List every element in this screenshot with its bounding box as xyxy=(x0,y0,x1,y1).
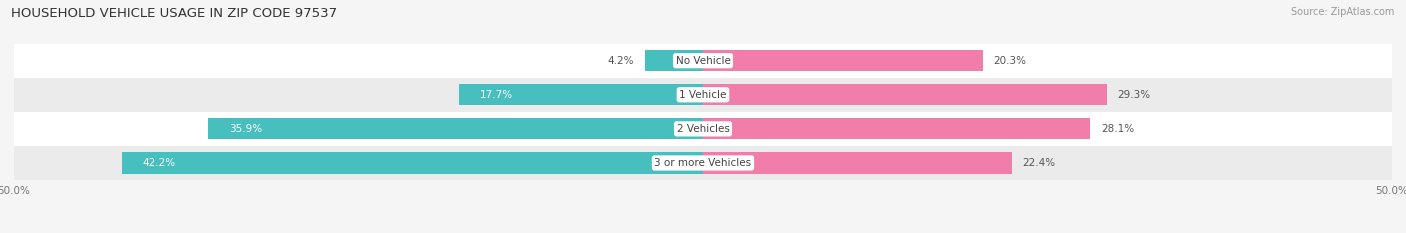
Text: 42.2%: 42.2% xyxy=(142,158,176,168)
Text: 29.3%: 29.3% xyxy=(1118,90,1152,100)
Text: 4.2%: 4.2% xyxy=(607,56,634,66)
Bar xyxy=(460,84,703,105)
Bar xyxy=(121,152,703,174)
Text: No Vehicle: No Vehicle xyxy=(675,56,731,66)
Bar xyxy=(14,112,1392,146)
Text: 35.9%: 35.9% xyxy=(229,124,262,134)
Text: 22.4%: 22.4% xyxy=(1022,158,1056,168)
Bar xyxy=(208,118,703,140)
Text: 28.1%: 28.1% xyxy=(1101,124,1135,134)
Text: HOUSEHOLD VEHICLE USAGE IN ZIP CODE 97537: HOUSEHOLD VEHICLE USAGE IN ZIP CODE 9753… xyxy=(11,7,337,20)
Bar xyxy=(703,84,1107,105)
Text: 1 Vehicle: 1 Vehicle xyxy=(679,90,727,100)
Text: Source: ZipAtlas.com: Source: ZipAtlas.com xyxy=(1291,7,1395,17)
Text: 17.7%: 17.7% xyxy=(479,90,513,100)
Bar xyxy=(14,44,1392,78)
Text: 20.3%: 20.3% xyxy=(994,56,1026,66)
Bar xyxy=(645,50,703,71)
Bar xyxy=(703,152,1012,174)
Bar xyxy=(14,146,1392,180)
Bar xyxy=(703,50,983,71)
Bar xyxy=(703,118,1090,140)
Text: 2 Vehicles: 2 Vehicles xyxy=(676,124,730,134)
Text: 3 or more Vehicles: 3 or more Vehicles xyxy=(654,158,752,168)
Bar xyxy=(14,78,1392,112)
